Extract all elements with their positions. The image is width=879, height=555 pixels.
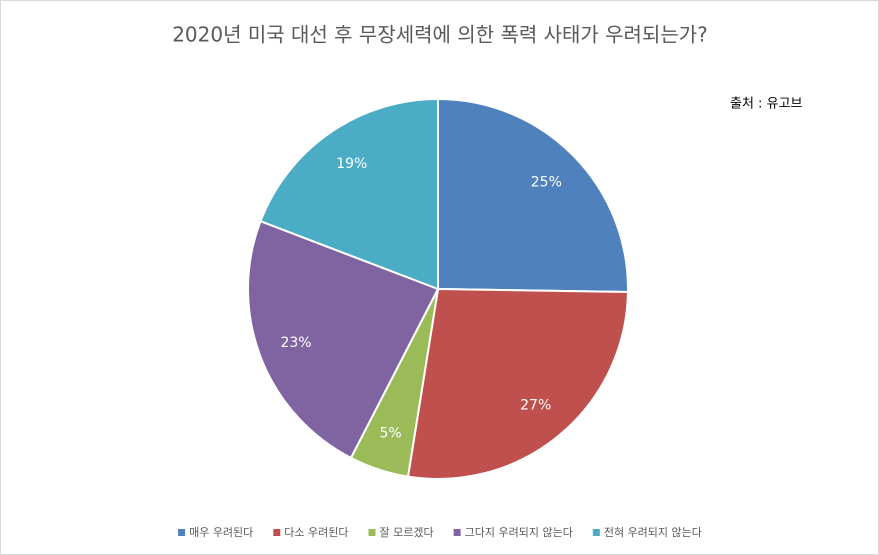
- legend-label: 전혀 우려되지 않는다: [604, 526, 702, 539]
- legend-label: 잘 모르겠다: [380, 526, 434, 539]
- data-label: 25%: [531, 174, 562, 190]
- legend-swatch: [592, 529, 600, 536]
- data-label: 27%: [520, 397, 551, 413]
- data-label: 23%: [280, 335, 311, 351]
- legend-swatch: [178, 529, 186, 536]
- legend-label: 다소 우려된다: [284, 526, 348, 539]
- pie-slice: [437, 97, 629, 294]
- legend-label: 매우 우려된다: [189, 526, 253, 539]
- pie-slice: [259, 97, 439, 291]
- data-label: 19%: [336, 156, 367, 172]
- chart-title: 2020년 미국 대선 후 무장세력에 의한 폭력 사태가 우려되는가?: [172, 23, 708, 47]
- legend-swatch: [273, 529, 281, 536]
- legend-swatch: [368, 529, 376, 536]
- pie-slice: [247, 219, 440, 460]
- pie-slice: [406, 287, 629, 480]
- legend-label: 그다지 우려되지 않는다: [465, 526, 573, 539]
- data-label: 5%: [379, 425, 401, 441]
- legend-swatch: [453, 529, 461, 536]
- source-note: 출처 : 유고브: [730, 97, 802, 112]
